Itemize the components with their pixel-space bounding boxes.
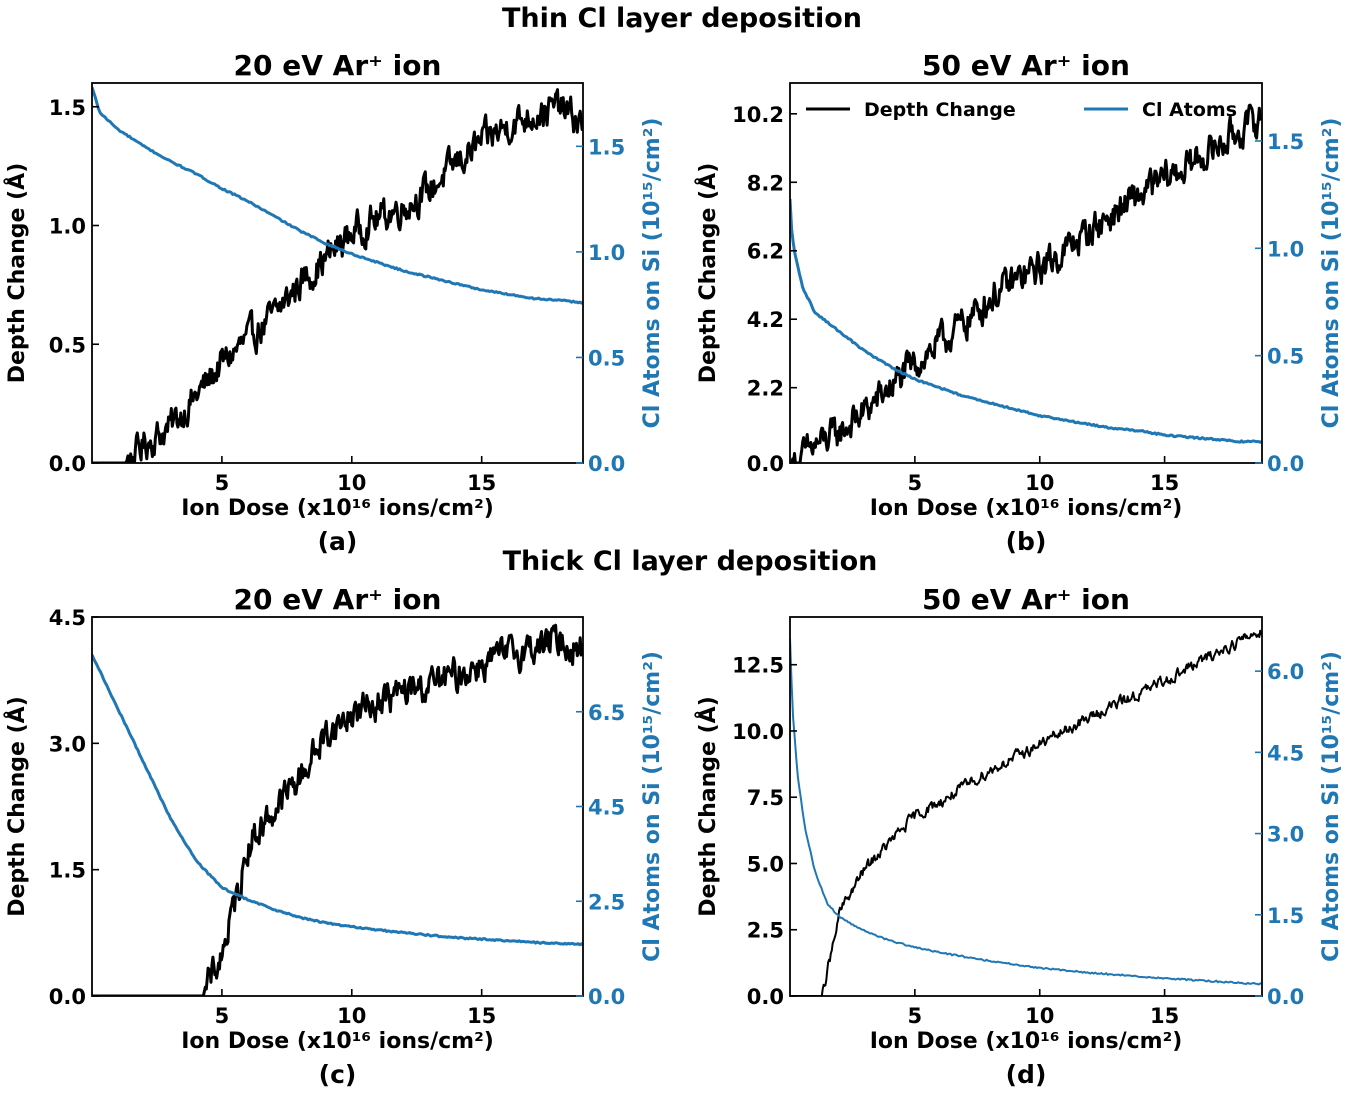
y-right-axis-label: Cl Atoms on Si (10¹⁵/cm²) xyxy=(640,118,665,429)
y-right-axis-label: Cl Atoms on Si (10¹⁵/cm²) xyxy=(640,651,665,962)
x-tick-label: 10 xyxy=(1025,471,1054,495)
plot-frame xyxy=(91,82,584,464)
y-right-tick-label: 0.5 xyxy=(588,346,625,370)
x-tick-label: 10 xyxy=(1025,1004,1054,1028)
plot-frame xyxy=(789,616,1263,997)
x-tick-label: 10 xyxy=(337,1004,366,1028)
y-tick-label: 2.2 xyxy=(747,377,784,401)
x-tick-label: 15 xyxy=(467,1004,496,1028)
x-axis-label: Ion Dose (x10¹⁶ ions/cm²) xyxy=(870,496,1183,521)
y-tick-label: 0.0 xyxy=(49,452,86,476)
x-tick-label: 5 xyxy=(908,471,923,495)
y-tick-label: 10.0 xyxy=(732,720,784,744)
y-right-tick-label: 6.0 xyxy=(1267,660,1304,684)
cl-atoms-line xyxy=(92,654,583,947)
panel-title: 50 eV Ar⁺ ion xyxy=(922,49,1130,82)
y-tick-label: 0.0 xyxy=(49,985,86,1009)
panel-d: 5 10 15 0.0 2.5 5.0 7.5 10.0 12.5 0.0 1.5 3.0 4.5 6.0… xyxy=(695,583,1344,1089)
depth-change-line xyxy=(790,629,1262,996)
y-tick-label: 10.2 xyxy=(732,103,784,127)
x-tick-label: 15 xyxy=(1150,471,1179,495)
y-axis-label: Depth Change (Å) xyxy=(695,696,721,917)
y-right-tick-label: 1.5 xyxy=(1267,904,1304,928)
cl-atoms-line xyxy=(790,198,1262,444)
y-tick-label: 7.5 xyxy=(747,786,784,810)
panel-title: 20 eV Ar⁺ ion xyxy=(234,49,442,82)
legend: Depth Change Cl Atoms xyxy=(806,99,1237,121)
y-axis-label: Depth Change (Å) xyxy=(4,696,30,917)
y-right-tick-label: 0.0 xyxy=(1267,452,1304,476)
panel-label: (a) xyxy=(318,527,358,556)
cl-atoms-line xyxy=(790,638,1262,986)
y-axis-label: Depth Change (Å) xyxy=(4,163,30,384)
y-right-tick-label: 1.0 xyxy=(588,241,625,265)
x-tick-label: 15 xyxy=(1150,1004,1179,1028)
panel-title: 50 eV Ar⁺ ion xyxy=(922,583,1130,616)
y-tick-label: 0.0 xyxy=(747,985,784,1009)
depth-change-line xyxy=(790,103,1262,463)
cl-atoms-line xyxy=(92,86,583,305)
panel-c: 5 10 15 0.0 1.5 3.0 4.5 0.0 2.5 4.5 6.5 20 eV Ar⁺ i… xyxy=(4,583,665,1089)
x-axis-label: Ion Dose (x10¹⁶ ions/cm²) xyxy=(181,1029,494,1054)
y-right-tick-label: 0.0 xyxy=(588,452,625,476)
x-tick-label: 5 xyxy=(215,471,230,495)
y-tick-label: 2.5 xyxy=(747,919,784,943)
y-tick-label: 5.0 xyxy=(747,852,784,876)
y-tick-label: 8.2 xyxy=(747,171,784,195)
y-right-tick-label: 0.5 xyxy=(1267,345,1304,369)
panel-label: (c) xyxy=(319,1060,357,1089)
y-tick-label: 1.0 xyxy=(49,215,86,239)
legend-label: Cl Atoms xyxy=(1142,99,1237,121)
x-axis-label: Ion Dose (x10¹⁶ ions/cm²) xyxy=(181,496,494,521)
depth-change-line xyxy=(92,88,583,463)
y-right-tick-label: 0.0 xyxy=(588,985,625,1009)
y-tick-label: 1.5 xyxy=(49,859,86,883)
y-right-tick-label: 1.0 xyxy=(1267,237,1304,261)
panel-a: 5 10 15 0.0 0.5 1.0 1.5 0.0 0.5 1.0 1.5 20 eV Ar⁺ i… xyxy=(4,49,665,556)
y-tick-label: 3.0 xyxy=(49,732,86,756)
y-tick-label: 0.5 xyxy=(49,333,86,357)
y-right-axis-label: Cl Atoms on Si (10¹⁵/cm²) xyxy=(1319,118,1344,429)
x-tick-label: 15 xyxy=(467,471,496,495)
x-axis-label: Ion Dose (x10¹⁶ ions/cm²) xyxy=(870,1029,1183,1054)
y-right-tick-label: 6.5 xyxy=(588,701,625,725)
y-right-tick-label: 1.5 xyxy=(1267,130,1304,154)
section-title-thick: Thick Cl layer deposition xyxy=(503,546,878,577)
y-tick-label: 4.5 xyxy=(49,606,86,630)
y-tick-label: 12.5 xyxy=(732,654,784,678)
panel-b: 5 10 15 0.0 2.2 4.2 6.2 8.2 10.2 0.0 0.5 1.0 1.5 50 e… xyxy=(695,49,1344,556)
legend-label: Depth Change xyxy=(864,99,1016,121)
panels: 5 10 15 0.0 0.5 1.0 1.5 0.0 0.5 1.0 1.5 20 eV Ar⁺ i… xyxy=(4,49,1344,1089)
y-right-tick-label: 1.5 xyxy=(588,135,625,159)
y-tick-label: 6.2 xyxy=(747,240,784,264)
y-tick-label: 1.5 xyxy=(49,96,86,120)
x-tick-label: 5 xyxy=(908,1004,923,1028)
x-tick-label: 10 xyxy=(337,471,366,495)
x-tick-label: 5 xyxy=(215,1004,230,1028)
y-right-axis-label: Cl Atoms on Si (10¹⁵/cm²) xyxy=(1319,651,1344,962)
y-right-tick-label: 3.0 xyxy=(1267,823,1304,847)
y-tick-label: 0.0 xyxy=(747,452,784,476)
y-right-tick-label: 4.5 xyxy=(588,796,625,820)
y-right-tick-label: 4.5 xyxy=(1267,741,1304,765)
depth-change-line xyxy=(92,623,583,996)
y-tick-label: 4.2 xyxy=(747,308,784,332)
y-right-tick-label: 0.0 xyxy=(1267,985,1304,1009)
panel-title: 20 eV Ar⁺ ion xyxy=(234,583,442,616)
y-right-tick-label: 2.5 xyxy=(588,890,625,914)
panel-label: (b) xyxy=(1006,527,1047,556)
plot-frame xyxy=(789,82,1263,464)
section-title-thin: Thin Cl layer deposition xyxy=(502,3,862,34)
panel-label: (d) xyxy=(1006,1060,1047,1089)
y-axis-label: Depth Change (Å) xyxy=(695,163,721,384)
